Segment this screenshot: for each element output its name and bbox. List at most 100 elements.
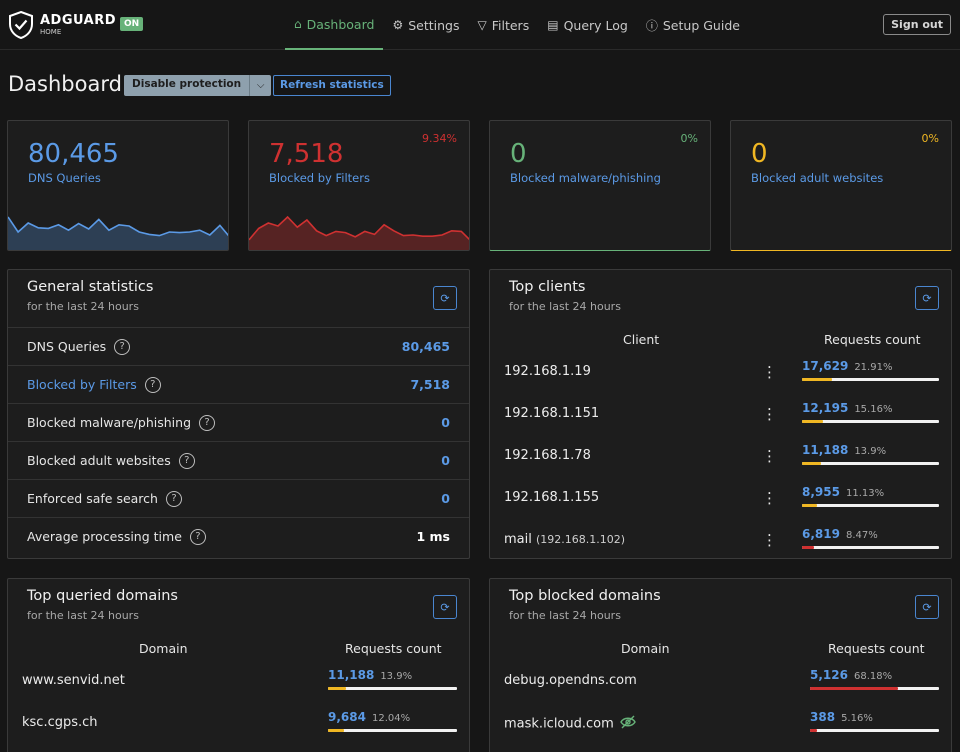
requests-progress-bar [802,546,939,549]
top-clients-title: Top clients [509,279,586,295]
statistics-row-value: 0 [441,415,450,430]
statistics-row: Blocked malware/phishing? 0 [8,403,469,441]
requests-count-value: 5,126 [810,668,848,682]
statistics-row: Average processing time? 1 ms [8,517,469,555]
chevron-down-icon[interactable]: ⌵ [249,75,272,96]
sparkline-area [249,217,469,250]
statistics-row-label: Blocked malware/phishing [27,415,192,430]
help-icon[interactable]: ? [178,452,195,469]
requests-progress-fill [802,378,833,381]
nav-setup-guide[interactable]: ⓘ Setup Guide [637,0,749,50]
sparkline-area [8,217,228,250]
statistics-row-value: 0 [441,453,450,468]
more-options-icon[interactable]: ⋮ [762,405,777,423]
requests-progress-bar [802,462,939,465]
requests-percent: 13.9% [380,671,413,682]
adguard-logo[interactable]: ADGUARD HOME [8,11,116,39]
more-options-icon[interactable]: ⋮ [762,489,777,507]
statistics-row: Blocked adult websites? 0 [8,441,469,479]
help-icon[interactable]: ? [199,414,216,431]
requests-progress-bar [810,729,939,732]
requests-progress-bar [328,687,457,690]
blocked-filters-label[interactable]: Blocked by Filters [269,171,370,185]
nav-filters[interactable]: ▽ Filters [469,0,539,50]
sign-out-button[interactable]: Sign out [883,14,951,35]
requests-count: 5,126 68.18% [810,668,892,682]
nav-query-log[interactable]: ▤ Query Log [538,0,637,50]
row-name-text: 192.168.1.151 [504,406,600,421]
top-blocked-domains-panel: Top blocked domains for the last 24 hour… [489,578,952,752]
requests-percent: 8.47% [845,530,878,541]
refresh-icon[interactable]: ⟳ [433,286,457,310]
statistics-row-label-wrap: Average processing time? [27,528,206,545]
disable-protection-button[interactable]: Disable protection [124,75,250,96]
more-options-icon[interactable]: ⋮ [762,447,777,465]
statistics-row-value: 0 [441,491,450,506]
top-header: ADGUARD HOME ON ⌂ Dashboard ⚙ Settings ▽ Filt… [0,0,960,50]
domain-name[interactable]: debug.opendns.com [504,673,637,688]
refresh-icon[interactable]: ⟳ [915,286,939,310]
filter-icon: ▽ [477,18,487,32]
blocked-malware-label[interactable]: Blocked malware/phishing [510,171,661,185]
blocked-filters-card: 7,518 Blocked by Filters 9.34% [248,120,470,251]
table-row: mask.icloud.com 388 5.16% [490,705,951,747]
domain-name[interactable]: mask.icloud.com [504,715,636,733]
domain-column-header[interactable]: Domain [139,641,188,656]
requests-progress-fill [810,729,817,732]
refresh-icon[interactable]: ⟳ [433,595,457,619]
nav-label: Dashboard [306,16,375,32]
domain-column-header[interactable]: Domain [621,641,670,656]
client-name[interactable]: 192.168.1.78 [504,448,591,463]
requests-progress-fill [802,546,814,549]
statistics-row: DNS Queries? 80,465 [8,327,469,365]
table-row: 192.168.1.151 ⋮ 12,195 15.16% [490,396,951,438]
requests-count-column-header[interactable]: Requests count [828,641,925,656]
gear-icon: ⚙ [392,18,404,32]
statistics-row-label[interactable]: Blocked by Filters [27,377,137,392]
client-name[interactable]: 192.168.1.155 [504,490,599,505]
requests-count: 8,955 11.13% [802,485,884,499]
requests-count-column-header[interactable]: Requests count [345,641,442,656]
client-name[interactable]: 192.168.1.19 [504,364,591,379]
sparkline-line [249,215,469,241]
general-statistics-title: General statistics [27,279,154,295]
table-row: 192.168.1.19 ⋮ 17,629 21.91% [490,354,951,396]
more-options-icon[interactable]: ⋮ [762,531,777,549]
dns-queries-sparkline [8,216,228,250]
logo-title: ADGUARD [40,13,117,28]
requests-count-value: 9,684 [328,710,366,724]
client-column-header[interactable]: Client [623,332,660,347]
requests-count: 11,188 13.9% [802,443,886,457]
row-name-text: 192.168.1.78 [504,448,591,463]
top-clients-panel: Top clients for the last 24 hours ⟳ Clie… [489,269,952,559]
requests-count-column-header[interactable]: Requests count [824,332,921,347]
help-icon[interactable]: ? [189,528,206,545]
refresh-statistics-button[interactable]: Refresh statistics [273,75,391,96]
client-name[interactable]: 192.168.1.151 [504,406,599,421]
domain-name[interactable]: ksc.cgps.ch [22,715,98,730]
top-blocked-title: Top blocked domains [509,588,661,604]
dns-queries-label[interactable]: DNS Queries [28,171,101,185]
help-icon[interactable]: ? [165,490,182,507]
nav-settings[interactable]: ⚙ Settings [383,0,468,50]
domain-name[interactable]: www.senvid.net [22,673,125,688]
requests-progress-fill [810,687,898,690]
blocked-adult-label[interactable]: Blocked adult websites [751,171,884,185]
requests-count: 6,819 8.47% [802,527,878,541]
nav-label: Setup Guide [662,17,740,33]
more-options-icon[interactable]: ⋮ [762,363,777,381]
statistics-row-label-wrap: Blocked malware/phishing? [27,414,216,431]
requests-count: 388 5.16% [810,710,873,724]
requests-progress-bar [802,378,939,381]
help-icon[interactable]: ? [114,338,131,355]
nav-dashboard[interactable]: ⌂ Dashboard [285,0,384,50]
client-name[interactable]: mail (192.168.1.102) [504,532,625,547]
requests-count-value: 17,629 [802,359,849,373]
top-queried-title: Top queried domains [27,588,178,604]
requests-progress-bar [810,687,939,690]
help-icon[interactable]: ? [144,376,161,393]
requests-percent: 13.9% [854,446,887,457]
row-name-text: www.senvid.net [22,673,125,688]
refresh-icon[interactable]: ⟳ [915,595,939,619]
requests-percent: 15.16% [854,404,893,415]
